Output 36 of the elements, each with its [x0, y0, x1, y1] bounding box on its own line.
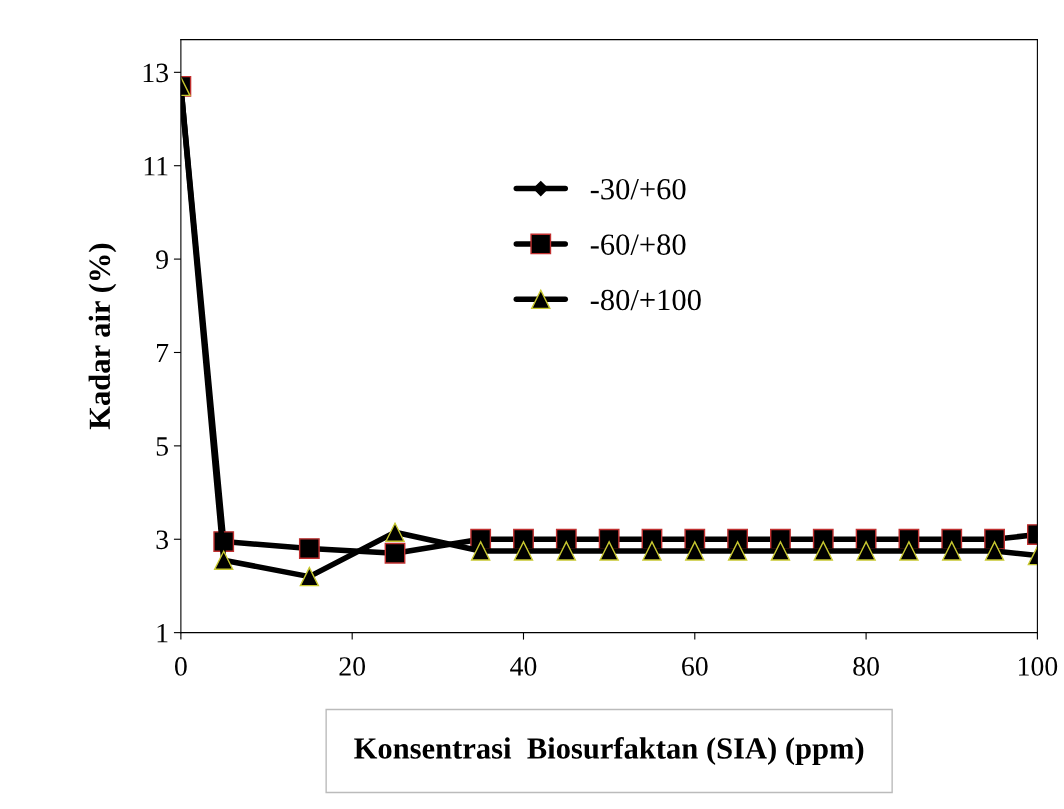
- y-tick-label: 9: [156, 250, 168, 270]
- point: [770, 541, 791, 561]
- y-tick-label: 13: [143, 63, 168, 83]
- point: [299, 566, 320, 587]
- point: [685, 541, 705, 561]
- legend-label: -30/+60: [590, 178, 686, 200]
- y-tick-label: 11: [144, 157, 168, 176]
- y-axis-title: Kadar air (%): [88, 243, 117, 430]
- point: [856, 541, 876, 561]
- x-tick-label: 60: [682, 657, 708, 676]
- x-tick-label: 20: [339, 657, 366, 676]
- point: [642, 541, 662, 561]
- point: [556, 541, 577, 561]
- x-tick-label: 40: [510, 657, 537, 676]
- x-tick-label: 80: [853, 657, 879, 676]
- y-tick-label: 5: [156, 437, 168, 456]
- legend-label: -60/+80: [590, 234, 686, 255]
- point: [942, 541, 962, 561]
- point: [813, 541, 833, 561]
- point: [385, 522, 405, 542]
- y-tick-label: 7: [157, 343, 169, 363]
- legend-label: -80/+100: [590, 289, 701, 311]
- x-tick-label: 100: [1019, 657, 1058, 676]
- point: [384, 542, 406, 564]
- point: [727, 541, 748, 561]
- point: [513, 541, 534, 561]
- x-tick-label: 0: [174, 657, 187, 676]
- point: [599, 541, 619, 561]
- y-tick-label: 1: [157, 623, 168, 643]
- point: [899, 541, 919, 561]
- point: [213, 550, 234, 570]
- y-tick-label: 3: [156, 530, 168, 550]
- point: [470, 541, 491, 561]
- point: [298, 538, 320, 560]
- x-axis-title: Konsentrasi Biosurfaktan (SIA) (ppm): [354, 737, 864, 766]
- point: [984, 541, 1005, 561]
